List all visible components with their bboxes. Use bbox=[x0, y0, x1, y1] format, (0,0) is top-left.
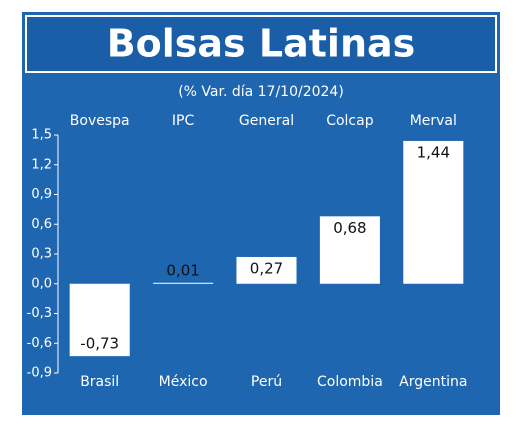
subtitle: (% Var. día 17/10/2024) bbox=[178, 84, 344, 100]
index-label: Colcap bbox=[326, 113, 374, 129]
country-label: Argentina bbox=[399, 374, 467, 390]
y-tick-label: 1,2 bbox=[31, 157, 52, 172]
index-label: General bbox=[239, 113, 294, 129]
index-label: Merval bbox=[410, 113, 457, 129]
bar bbox=[236, 256, 297, 284]
y-tick-label: 0,9 bbox=[31, 187, 52, 202]
y-tick-label: -0,6 bbox=[27, 336, 52, 351]
y-tick-label: 1,5 bbox=[31, 128, 52, 143]
title-box bbox=[25, 15, 497, 73]
bar bbox=[153, 282, 214, 284]
country-label: Brasil bbox=[80, 374, 119, 390]
y-tick-label: 0,0 bbox=[31, 276, 52, 291]
value-label: 1,44 bbox=[417, 143, 450, 161]
y-tick-label: 0,6 bbox=[31, 217, 52, 232]
chart-title: Bolsas Latinas bbox=[107, 22, 416, 66]
bar bbox=[69, 283, 130, 357]
y-tick-label: -0,9 bbox=[27, 366, 52, 381]
bar bbox=[319, 216, 380, 284]
index-label: IPC bbox=[172, 113, 195, 129]
country-label: Perú bbox=[251, 374, 282, 390]
value-label: 0,68 bbox=[333, 219, 366, 237]
value-label: 0,01 bbox=[166, 261, 199, 279]
country-label: México bbox=[159, 374, 208, 390]
country-label: Colombia bbox=[317, 374, 383, 390]
value-label: 0,27 bbox=[250, 259, 283, 277]
index-label: Bovespa bbox=[70, 113, 130, 129]
y-tick-label: -0,3 bbox=[27, 306, 52, 321]
value-label: -0,73 bbox=[80, 335, 119, 353]
bar bbox=[403, 140, 464, 284]
y-tick-label: 0,3 bbox=[31, 247, 52, 262]
